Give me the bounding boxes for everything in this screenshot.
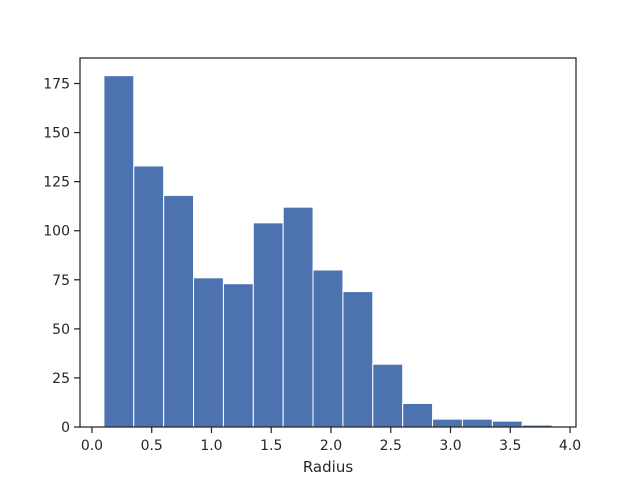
histogram-bar — [163, 194, 195, 428]
y-tick-label: 75 — [52, 273, 70, 289]
y-tick-label: 125 — [43, 175, 70, 191]
histogram-bar — [402, 402, 434, 428]
histogram-bar — [461, 418, 493, 428]
y-tick-label: 175 — [43, 77, 70, 93]
y-tick-label: 25 — [52, 371, 70, 387]
histogram-bar — [342, 291, 374, 428]
histogram-bar — [432, 418, 463, 428]
histogram-bar — [252, 222, 284, 428]
x-tick-label: 2.0 — [320, 438, 342, 454]
x-tick-label: 2.5 — [380, 438, 402, 454]
x-tick-label: 3.5 — [499, 438, 521, 454]
y-tick-label: 100 — [43, 224, 70, 240]
y-tick-label: 50 — [52, 322, 70, 338]
histogram-bar — [133, 165, 165, 428]
x-axis-ticks: 0.0 0.5 1.0 1.5 2.0 2.5 3.0 3.5 4.0 — [81, 427, 581, 454]
y-tick-label: 0 — [61, 420, 70, 436]
x-axis-label: Radius — [303, 458, 353, 476]
x-tick-label: 0.0 — [81, 438, 103, 454]
histogram-bar — [103, 75, 135, 428]
y-axis-ticks: 0 25 50 75 100 125 150 175 — [43, 77, 80, 436]
histogram-bar — [193, 277, 224, 428]
x-tick-label: 1.5 — [260, 438, 282, 454]
histogram-bar — [491, 420, 523, 428]
x-tick-label: 1.0 — [200, 438, 222, 454]
plot-frame — [79, 57, 577, 428]
histogram-bar — [372, 363, 404, 428]
x-tick-label: 0.5 — [141, 438, 163, 454]
x-tick-label: 3.0 — [439, 438, 461, 454]
y-tick-label: 150 — [43, 126, 70, 142]
x-tick-label: 4.0 — [559, 438, 581, 454]
bars-group — [103, 75, 553, 428]
histogram-bar — [312, 269, 344, 428]
histogram-bar — [282, 206, 314, 428]
histogram-bar — [222, 283, 254, 428]
